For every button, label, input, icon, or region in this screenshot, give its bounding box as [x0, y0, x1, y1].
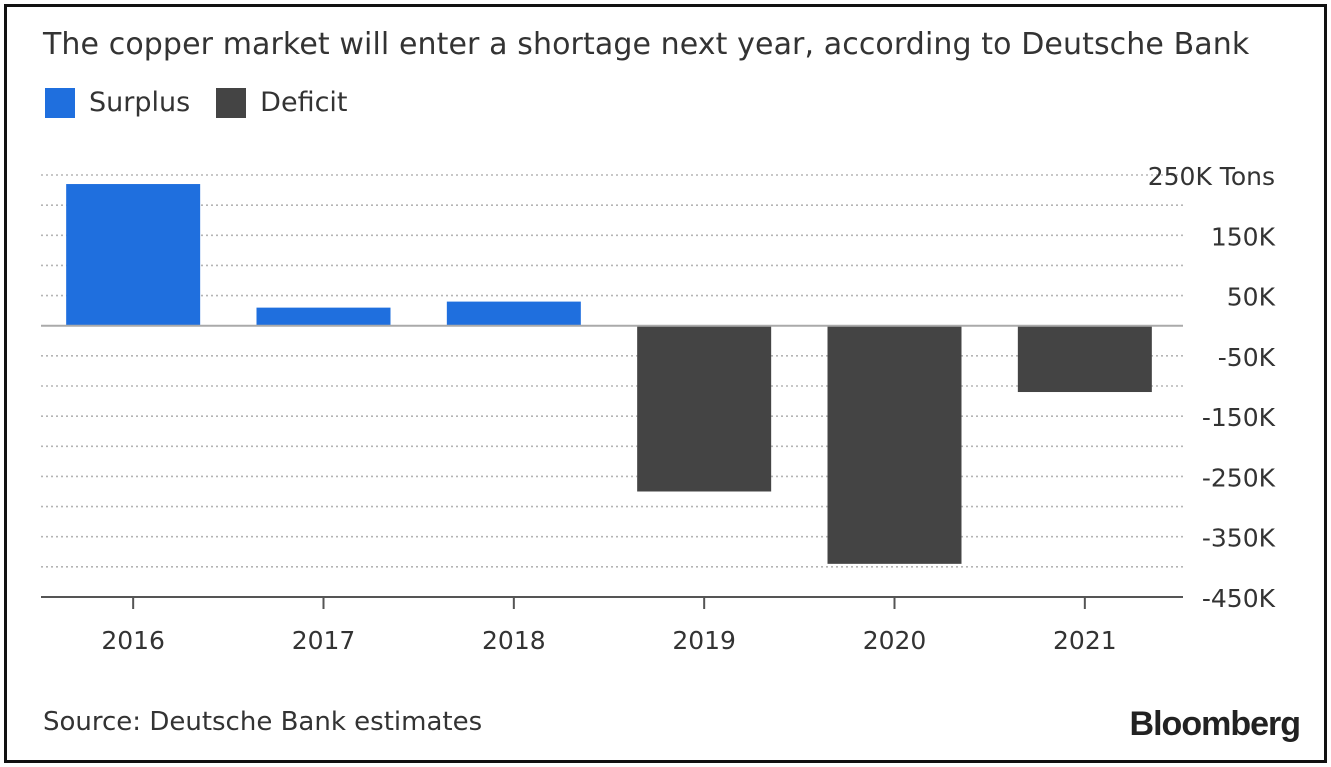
legend-item-surplus: Surplus: [45, 87, 190, 118]
bar-2021: [1017, 325, 1152, 393]
y-tick-label: -250K: [1202, 463, 1276, 492]
legend-swatch-surplus: [45, 87, 75, 118]
x-tick-label: 2020: [863, 626, 927, 655]
legend: Surplus Deficit: [45, 87, 374, 118]
legend-swatch-deficit: [216, 87, 247, 118]
chart-title: The copper market will enter a shortage …: [43, 27, 1250, 62]
legend-label-surplus: Surplus: [89, 87, 191, 118]
x-tick-label: 2016: [101, 626, 165, 655]
x-tick-label: 2019: [672, 626, 736, 655]
x-tick-label: 2021: [1053, 626, 1117, 655]
bar-2020: [827, 325, 962, 564]
chart-frame: The copper market will enter a shortage …: [4, 4, 1327, 763]
bar-2018: [446, 301, 581, 326]
y-tick-label: 50K: [1227, 283, 1276, 312]
y-tick-label: 150K: [1211, 222, 1276, 251]
x-tick-label: 2017: [292, 626, 356, 655]
bar-chart: 250K Tons 150K 50K -50K -150K -250K -350K -450K…: [41, 162, 1276, 655]
y-tick-label: -150K: [1202, 403, 1276, 432]
bar-2017: [256, 307, 391, 326]
y-tick-label: -350K: [1202, 524, 1276, 553]
bar-2019: [637, 325, 772, 492]
legend-label-deficit: Deficit: [260, 87, 348, 118]
y-tick-label: -450K: [1202, 584, 1276, 613]
x-tick-label: 2018: [482, 626, 546, 655]
bloomberg-logo: Bloomberg: [1129, 705, 1301, 743]
source-note: Source: Deutsche Bank estimates: [43, 707, 483, 737]
y-tick-label: 250K Tons: [1148, 162, 1275, 191]
legend-item-deficit: Deficit: [216, 87, 348, 118]
y-tick-label: -50K: [1218, 343, 1276, 372]
bar-2016: [66, 184, 201, 326]
